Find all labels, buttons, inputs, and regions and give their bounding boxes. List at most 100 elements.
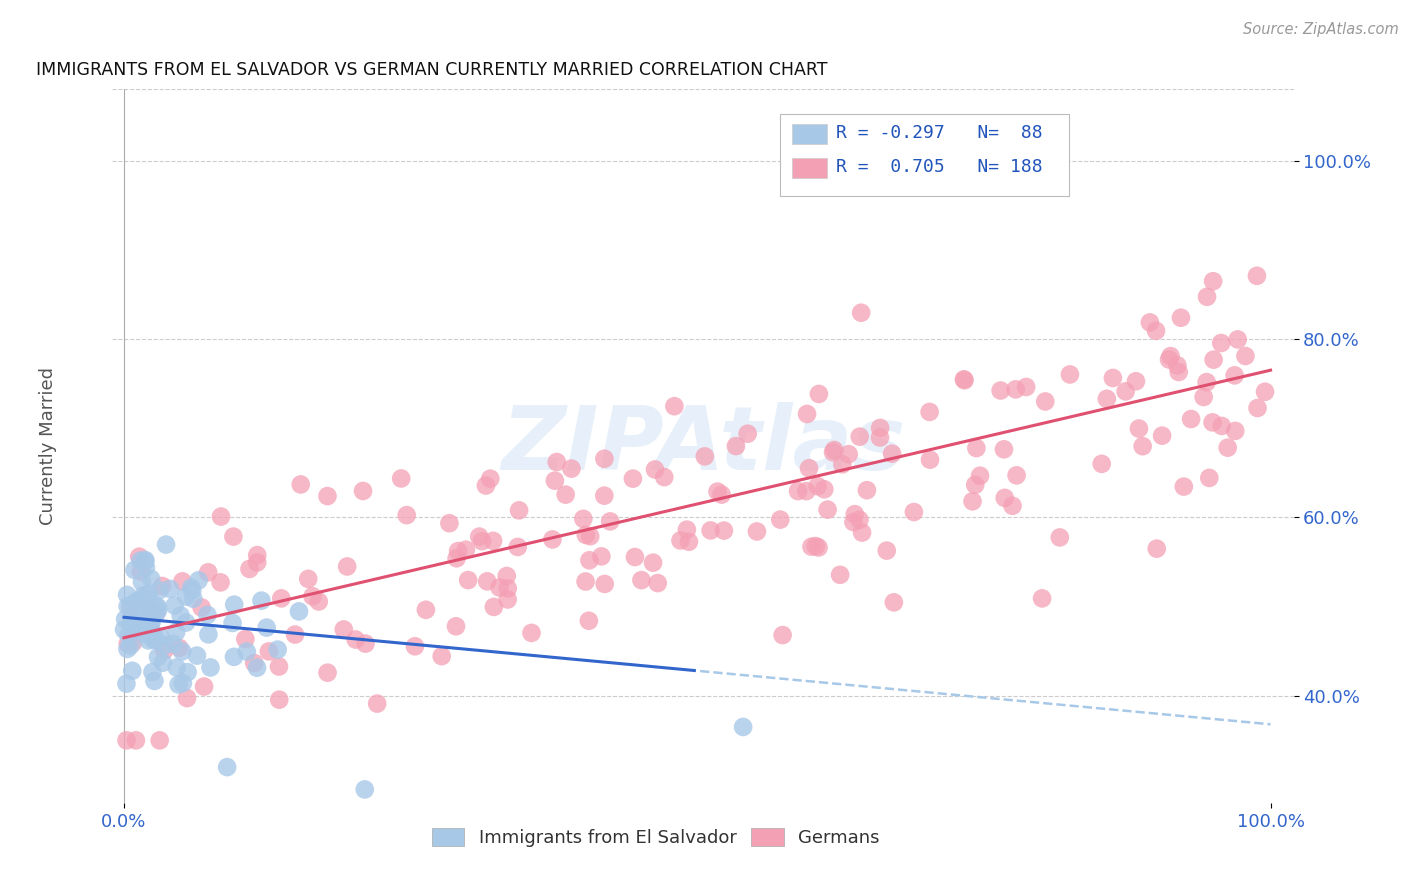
Point — [593, 577, 616, 591]
Text: R = -0.297   N=  88: R = -0.297 N= 88 — [837, 124, 1043, 142]
Point — [737, 426, 759, 441]
Point — [124, 612, 146, 626]
Point — [821, 445, 844, 459]
Point — [969, 468, 991, 483]
Point — [1201, 415, 1223, 429]
Point — [446, 551, 468, 566]
Point — [131, 574, 153, 589]
Point — [508, 503, 530, 517]
Point — [506, 540, 529, 554]
Point — [115, 733, 138, 747]
Point — [693, 450, 716, 464]
Point — [167, 640, 190, 655]
Point — [621, 472, 644, 486]
Point — [404, 640, 426, 654]
Point — [1211, 336, 1233, 351]
Point — [444, 619, 467, 633]
Point — [333, 623, 356, 637]
Point — [128, 593, 150, 607]
Point — [122, 635, 145, 649]
Point — [678, 534, 700, 549]
Point — [554, 488, 576, 502]
Point — [138, 596, 160, 610]
Point — [395, 508, 418, 523]
Point — [1146, 541, 1168, 556]
Point — [1198, 471, 1220, 485]
Point — [1005, 468, 1028, 483]
Point — [1166, 359, 1188, 373]
Text: IMMIGRANTS FROM EL SALVADOR VS GERMAN CURRENTLY MARRIED CORRELATION CHART: IMMIGRANTS FROM EL SALVADOR VS GERMAN CU… — [35, 62, 827, 79]
Point — [800, 540, 823, 554]
Point — [848, 430, 870, 444]
Point — [769, 513, 792, 527]
Point — [197, 607, 219, 622]
Point — [787, 484, 810, 499]
Point — [817, 502, 839, 516]
Point — [352, 483, 374, 498]
Point — [125, 623, 148, 637]
Point — [165, 625, 187, 640]
Point — [641, 556, 664, 570]
Point — [125, 733, 148, 747]
Point — [1128, 421, 1150, 435]
Point — [962, 494, 984, 508]
Point — [142, 631, 165, 645]
Point — [1195, 290, 1218, 304]
Point — [256, 621, 278, 635]
Point — [155, 538, 177, 552]
Point — [772, 628, 794, 642]
Point — [163, 599, 186, 613]
Point — [475, 478, 498, 492]
Point — [1211, 419, 1233, 434]
Point — [235, 632, 257, 646]
Point — [197, 566, 219, 580]
Point — [488, 581, 510, 595]
Point — [578, 614, 600, 628]
Point — [994, 491, 1017, 505]
Point — [572, 512, 595, 526]
Point — [316, 665, 339, 680]
Point — [129, 592, 152, 607]
Point — [115, 676, 138, 690]
Point — [112, 623, 135, 637]
Point — [120, 639, 142, 653]
Point — [224, 598, 246, 612]
Point — [209, 509, 232, 524]
Point — [134, 553, 156, 567]
Point — [180, 581, 202, 595]
Point — [120, 617, 142, 632]
Point — [149, 630, 172, 644]
Point — [468, 530, 491, 544]
Point — [190, 600, 212, 615]
Point — [354, 637, 377, 651]
Point — [1059, 368, 1081, 382]
Point — [222, 530, 245, 544]
Point — [807, 541, 830, 555]
Point — [593, 489, 616, 503]
Point — [578, 553, 600, 567]
Point — [479, 472, 502, 486]
Point — [1202, 274, 1225, 288]
Point — [599, 515, 621, 529]
Point — [593, 451, 616, 466]
Point — [1157, 352, 1180, 367]
Point — [1152, 428, 1174, 442]
Point — [647, 576, 669, 591]
Point — [129, 565, 152, 579]
Point — [804, 539, 827, 553]
Point — [807, 387, 830, 401]
Point — [851, 525, 873, 540]
Point — [454, 542, 477, 557]
Point — [990, 384, 1012, 398]
Point — [482, 533, 505, 548]
Point — [149, 733, 172, 747]
Point — [1095, 392, 1118, 406]
Point — [120, 598, 142, 612]
Point — [132, 626, 155, 640]
Point — [145, 599, 167, 614]
Point — [447, 544, 470, 558]
Point — [197, 627, 219, 641]
Point — [172, 676, 194, 690]
Point — [117, 628, 139, 642]
Point — [807, 479, 830, 493]
